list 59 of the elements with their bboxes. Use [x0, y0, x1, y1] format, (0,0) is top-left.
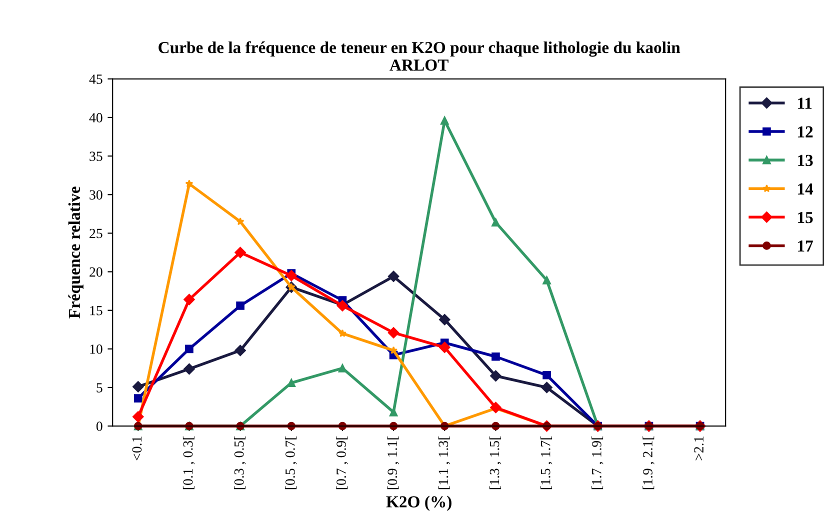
point	[184, 363, 195, 375]
point	[185, 180, 194, 188]
x-tick-label: [1.7 , 1.9[	[592, 436, 604, 490]
point	[286, 270, 297, 282]
legend-label: 12	[798, 126, 813, 138]
point	[542, 276, 551, 284]
point	[236, 217, 244, 226]
point	[490, 402, 502, 414]
point	[338, 329, 346, 337]
point	[184, 294, 195, 306]
y-tick-label: 0	[96, 422, 102, 432]
legend-label: 13	[798, 154, 813, 166]
y-tick-label: 5	[96, 383, 102, 392]
point	[439, 314, 450, 326]
point	[541, 382, 552, 394]
x-tick-label: [0.7 , 0.9[	[336, 436, 348, 490]
point	[132, 381, 144, 392]
y-tick-label: 25	[90, 228, 102, 238]
point	[492, 352, 500, 361]
point	[287, 378, 296, 388]
legend-label: 17	[798, 240, 813, 252]
x-tick-label: [0.1 , 0.3[	[182, 436, 195, 490]
point	[234, 246, 246, 258]
y-tick-label: 15	[90, 306, 102, 316]
y-tick-label: 10	[90, 344, 102, 354]
x-tick-label: [0.3 , 0.5[	[234, 436, 246, 490]
y-tick-label: 40	[89, 113, 102, 122]
point	[440, 116, 449, 125]
point	[388, 270, 400, 282]
y-tick-label: 45	[89, 74, 102, 84]
point	[134, 394, 142, 402]
x-tick-label: [1.3 , 1.5[	[489, 436, 502, 490]
x-tick-label: [0.9 , 1.1[	[387, 436, 400, 490]
point	[390, 346, 398, 354]
point	[185, 344, 194, 354]
x-tick-label: <0.1	[132, 436, 142, 460]
legend-label: 11	[798, 98, 812, 109]
y-tick-label: 20	[90, 267, 102, 277]
x-tick-label: [1.5 , 1.7[	[540, 436, 552, 490]
x-tick-label: >2.1	[694, 436, 704, 460]
point	[236, 302, 244, 310]
x-tick-label: [0.5 , 0.7[	[285, 436, 297, 490]
point	[389, 408, 398, 416]
point	[234, 344, 246, 356]
point	[388, 327, 400, 338]
x-tick-label: [1.9 , 2.1[	[642, 436, 654, 490]
legend-label: 15	[798, 212, 813, 224]
point	[439, 342, 450, 353]
point	[492, 218, 500, 227]
chart-title: Curbe de la fréquence de teneur en K2O pour chaque lithologie du kaolin ARLOT	[158, 41, 680, 71]
y-tick-label: 35	[90, 152, 102, 161]
point	[542, 370, 551, 380]
y-tick-label: 30	[90, 190, 102, 200]
point	[132, 411, 144, 422]
x-tick-label: [1.1 , 1.3[	[438, 436, 450, 490]
legend-label: 14	[798, 183, 814, 194]
point	[490, 370, 502, 382]
x-axis-title: K2O (%)	[386, 496, 452, 511]
y-axis-title: Fréquence relative	[68, 186, 84, 318]
